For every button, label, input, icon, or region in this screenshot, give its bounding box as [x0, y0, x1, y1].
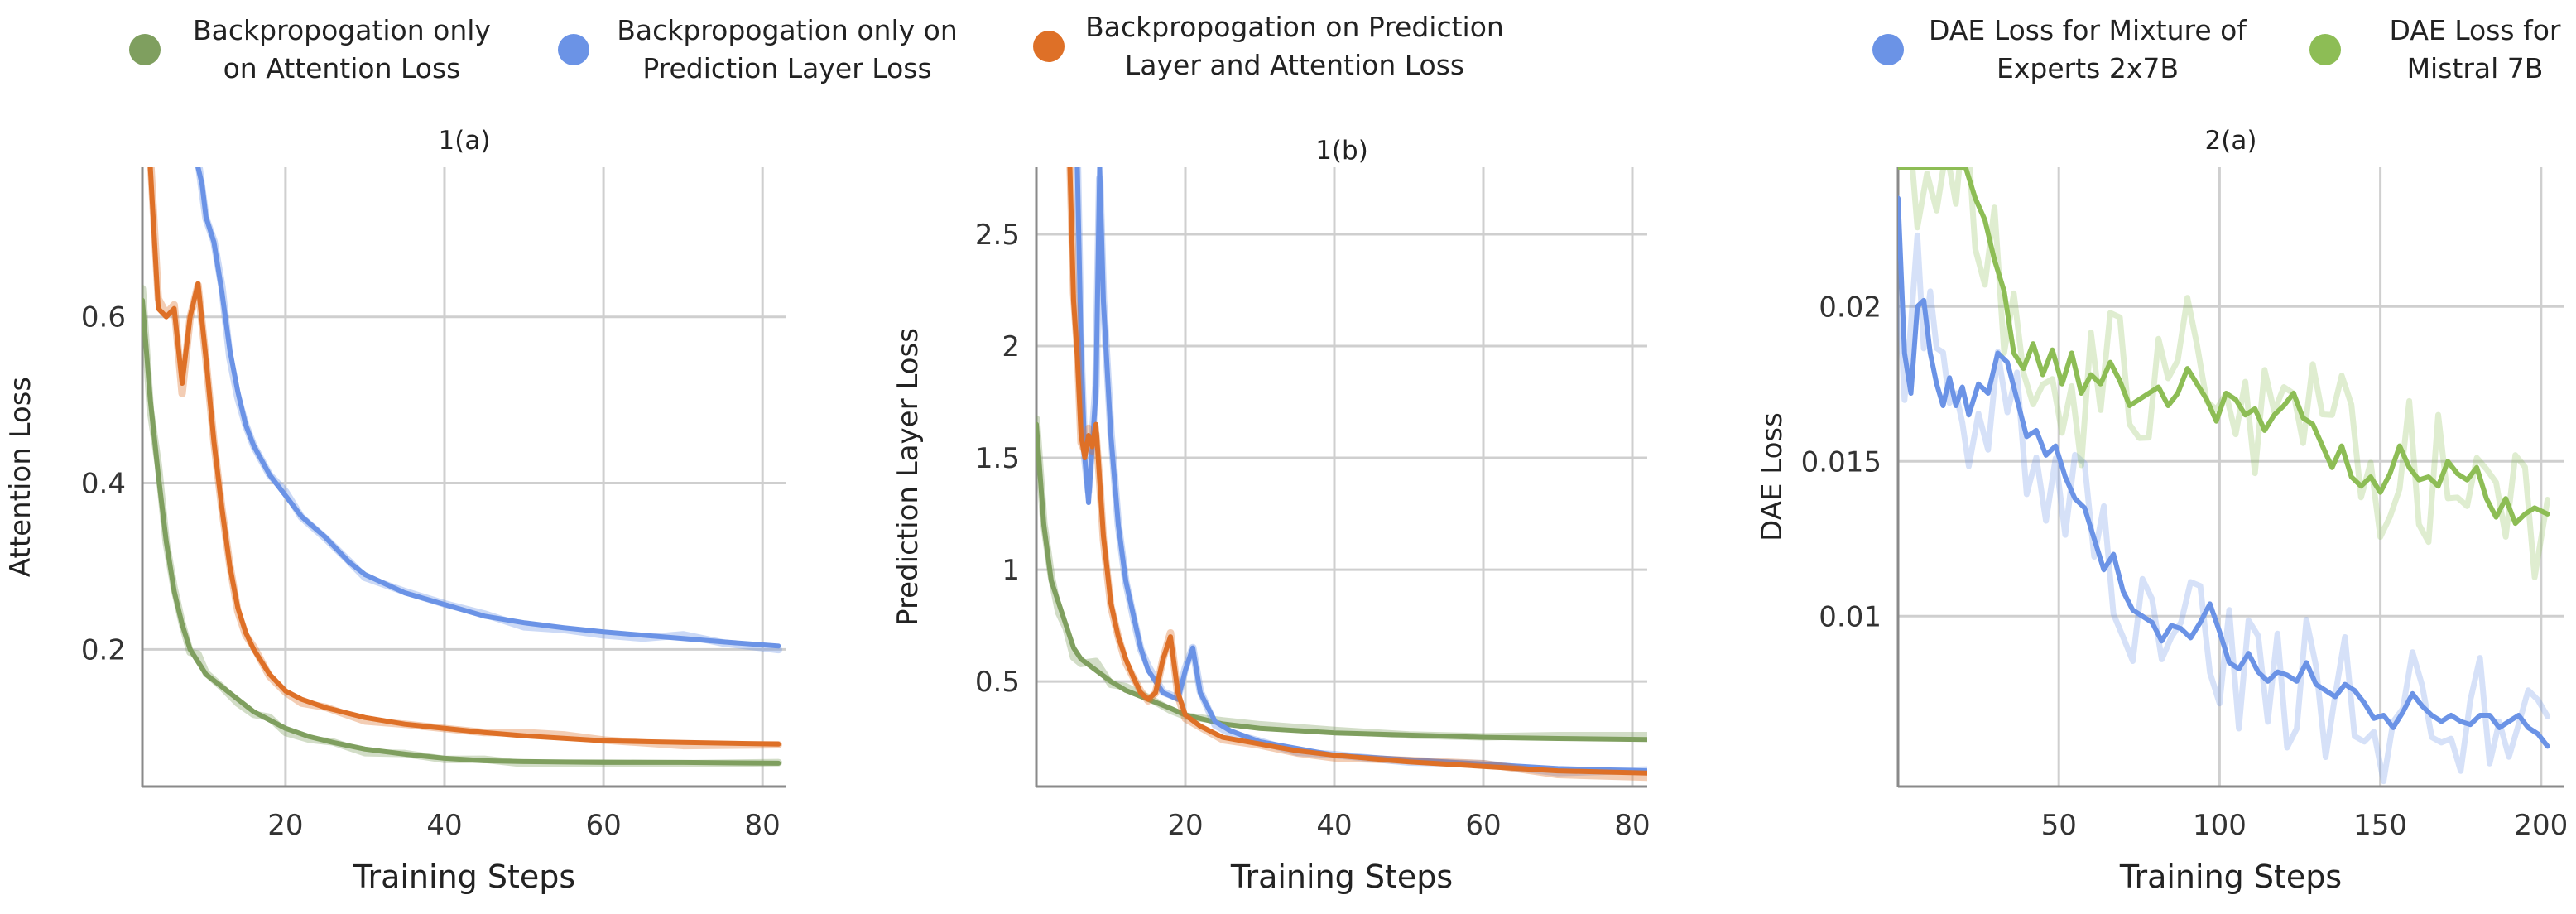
- legend-label-line: Backpropogation on Prediction: [1085, 11, 1504, 43]
- legend-label-line: Backpropogation only: [193, 14, 491, 46]
- chart-panel: 50 100 150 200 0.01 0.015 0.02 2(a) Training Ste…: [1756, 126, 2568, 895]
- legend-label-line: Experts 2x7B: [1997, 52, 2179, 84]
- x-tick-label: 150: [2353, 809, 2407, 842]
- x-tick-label: 80: [745, 809, 781, 842]
- x-tick-label: 50: [2041, 809, 2077, 842]
- y-tick-label: 1.5: [975, 442, 1020, 475]
- y-axis-label: Prediction Layer Loss: [892, 328, 925, 626]
- series-line: [1067, 167, 1647, 776]
- series-raw-line: [147, 167, 782, 750]
- legend-item: Backpropogation only on Prediction Layer …: [558, 12, 965, 88]
- legend-marker-icon: [129, 34, 161, 65]
- chart-panel: 20 40 60 80 0.5 1 1.5 2 2.5 1(b) Training Steps Pre…: [892, 136, 1651, 895]
- series-raw-line: [1898, 232, 2551, 785]
- y-tick-label: 2: [1002, 330, 1020, 363]
- legend-label: Backpropogation only on Prediction Layer …: [609, 12, 965, 88]
- legend-marker-icon: [558, 34, 589, 65]
- series-raw-line: [142, 285, 782, 767]
- series-line: [142, 297, 781, 766]
- y-tick-label: 0.01: [1819, 600, 1882, 633]
- series-line: [1898, 167, 2550, 527]
- legend-label-line: DAE Loss for: [2389, 14, 2561, 46]
- x-axis-label: Training Steps: [353, 859, 575, 895]
- legend-marker-icon: [1033, 31, 1065, 62]
- y-tick-label: 0.6: [81, 301, 126, 334]
- x-axis-label: Training Steps: [2119, 859, 2342, 895]
- legend-item: DAE Loss for Mistral 7B: [2309, 12, 2576, 88]
- y-tick-label: 0.2: [81, 633, 126, 666]
- y-axis-label: Attention Loss: [4, 377, 37, 577]
- x-tick-label: 20: [1167, 809, 1203, 842]
- legend-item: Backpropogation only on Attention Loss: [129, 12, 503, 88]
- legend-label-line: Backpropogation only on: [617, 14, 958, 46]
- y-axis-label: DAE Loss: [1756, 412, 1789, 541]
- chart-panel: 20 40 60 80 0.2 0.4 0.6 1(a) Training Steps Atten…: [4, 126, 786, 895]
- legend-label-line: on Attention Loss: [223, 52, 461, 84]
- chart-title: 1(b): [1315, 136, 1368, 166]
- plot-area: [1036, 167, 1647, 782]
- x-tick-label: 200: [2514, 809, 2568, 842]
- legend-marker-icon: [2309, 34, 2341, 65]
- y-tick-label: 2.5: [975, 219, 1020, 252]
- legend-label: DAE Loss for Mistral 7B: [2359, 12, 2576, 88]
- legend-label: DAE Loss for Mixture of Experts 2x7B: [1922, 12, 2253, 88]
- series-line: [147, 167, 781, 747]
- x-tick-label: 40: [426, 809, 462, 842]
- legend-label-line: Prediction Layer Loss: [642, 52, 932, 84]
- legend-item: Backpropogation on Prediction Layer and A…: [1033, 8, 1510, 84]
- x-tick-label: 20: [267, 809, 303, 842]
- y-tick-label: 0.015: [1801, 445, 1882, 479]
- chart-title: 2(a): [2205, 126, 2257, 156]
- legend-label-line: Layer and Attention Loss: [1124, 49, 1465, 81]
- y-tick-label: 1: [1002, 554, 1020, 587]
- legend-label: Backpropogation only on Attention Loss: [180, 12, 503, 88]
- series-line: [195, 167, 781, 649]
- x-axis-label: Training Steps: [1230, 859, 1453, 895]
- x-tick-label: 80: [1614, 809, 1650, 842]
- legend-marker-icon: [1872, 34, 1904, 65]
- legend-item: DAE Loss for Mixture of Experts 2x7B: [1872, 12, 2253, 88]
- legend-label: Backpropogation on Prediction Layer and A…: [1079, 8, 1510, 84]
- y-tick-label: 0.4: [81, 468, 126, 501]
- x-tick-label: 40: [1316, 809, 1352, 842]
- x-tick-label: 100: [2193, 809, 2247, 842]
- y-tick-label: 0.02: [1819, 291, 1882, 324]
- x-tick-label: 60: [1465, 809, 1501, 842]
- legend-label-line: Mistral 7B: [2406, 52, 2544, 84]
- series-raw-line: [1909, 167, 2551, 580]
- y-tick-label: 0.5: [975, 666, 1020, 699]
- legend-label-line: DAE Loss for Mixture of: [1929, 14, 2247, 46]
- plot-area: [142, 167, 782, 767]
- chart-title: 1(a): [439, 126, 491, 156]
- series-line: [1898, 195, 2550, 749]
- series-line: [1036, 421, 1647, 743]
- x-tick-label: 60: [585, 809, 621, 842]
- plot-area: [1898, 167, 2551, 785]
